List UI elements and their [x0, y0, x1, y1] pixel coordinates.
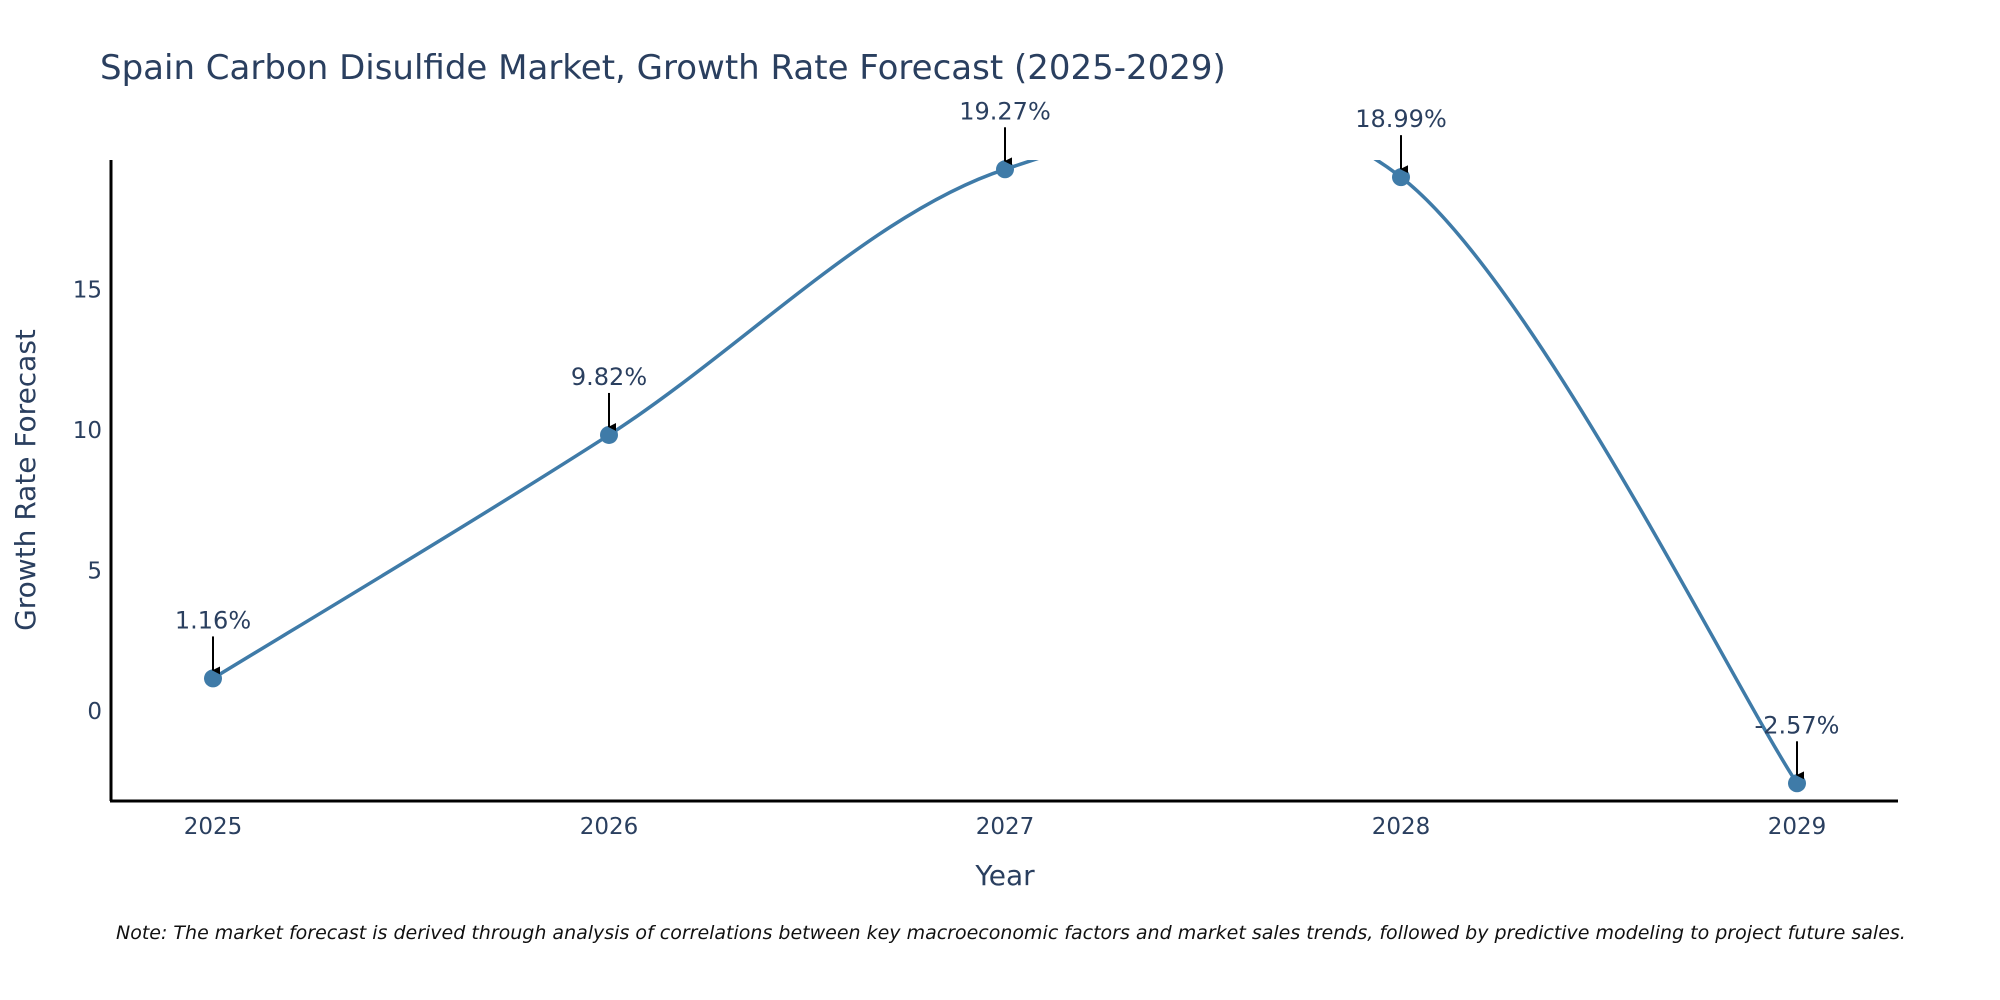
data-label: 18.99% — [1355, 105, 1447, 133]
data-label: -2.57% — [1755, 711, 1840, 739]
y-tick-label: 5 — [87, 558, 102, 584]
y-tick-label: 10 — [73, 418, 102, 444]
data-point[interactable] — [1788, 774, 1806, 793]
data-point[interactable] — [600, 425, 618, 444]
x-tick-label: 2027 — [976, 814, 1035, 840]
y-tick-label: 0 — [87, 699, 102, 725]
x-axis-ticks: 2025 2026 2027 2028 2029 — [184, 814, 1827, 840]
data-annotations: 1.16% 9.82% 19.27% 18.99% -2.57% — [175, 97, 1840, 780]
x-tick-label: 2029 — [1768, 814, 1827, 840]
series-line — [212, 160, 1799, 785]
data-label: 19.27% — [959, 97, 1051, 125]
footnote: Note: The market forecast is derived thr… — [116, 922, 1906, 944]
data-point[interactable] — [996, 160, 1014, 179]
y-tick-label: 15 — [73, 277, 102, 303]
x-tick-label: 2028 — [1372, 814, 1431, 840]
series-markers — [204, 160, 1806, 793]
x-axis-title: Year — [974, 859, 1035, 892]
chart-title: Spain Carbon Disulfide Market, Growth Ra… — [100, 48, 1226, 88]
x-tick-label: 2025 — [184, 814, 243, 840]
y-axis-ticks: 0 5 10 15 — [73, 277, 102, 725]
data-point[interactable] — [1392, 168, 1410, 187]
y-axis-title: Growth Rate Forecast — [9, 329, 42, 631]
data-label: 9.82% — [571, 363, 647, 391]
data-label: 1.16% — [175, 606, 251, 634]
x-tick-label: 2026 — [580, 814, 639, 840]
data-point[interactable] — [204, 669, 222, 688]
